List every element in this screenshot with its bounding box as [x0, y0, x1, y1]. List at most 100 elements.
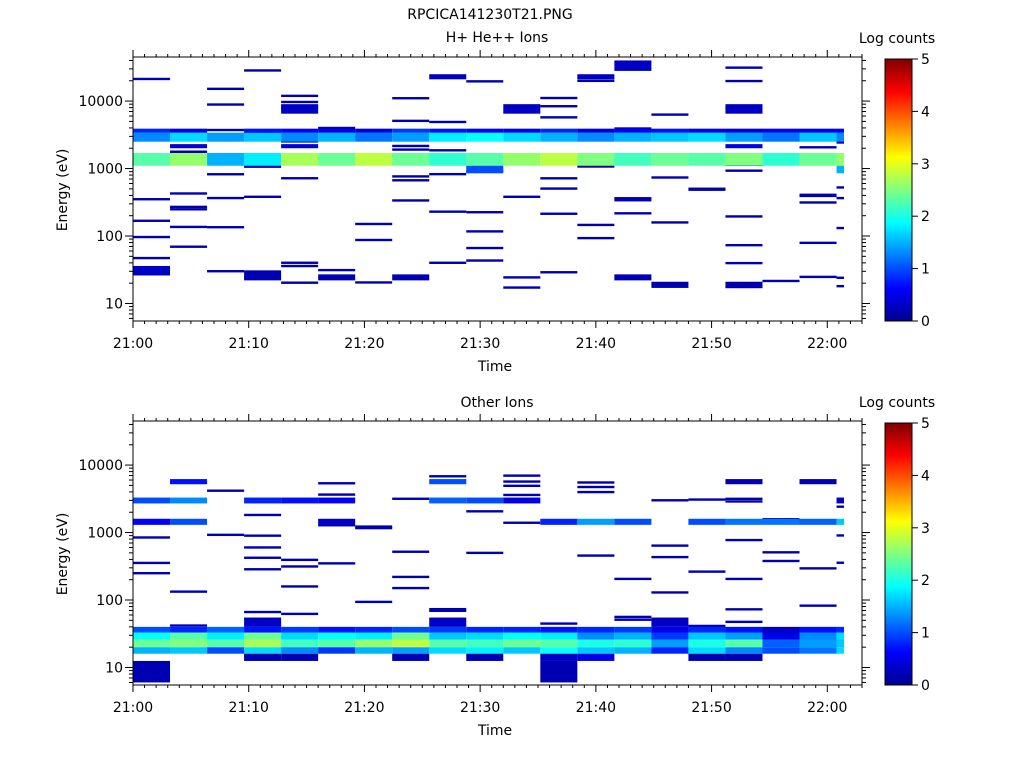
colorbar-tick-label: 1	[921, 626, 930, 642]
heatmap-cell	[281, 104, 319, 114]
y-tick-label: 10000	[78, 94, 123, 110]
streak-cell	[429, 172, 467, 176]
heatmap-cell	[355, 647, 393, 654]
streak-cell	[429, 607, 467, 611]
x-axis: 21:00 21:10 21:20 21:30 21:40 21:50 22:00	[113, 414, 863, 716]
heatmap-cell	[688, 653, 726, 661]
heatmap-cell	[392, 626, 430, 633]
y-axis-label: Energy (eV)	[55, 513, 71, 596]
heatmap-cell	[170, 144, 208, 149]
y-tick-label: 10000	[78, 458, 123, 474]
heatmap-cell	[281, 132, 319, 142]
heatmap-cell	[318, 152, 356, 166]
heatmap-cell	[725, 281, 763, 288]
heatmap-cell	[577, 128, 615, 133]
streak-cell	[281, 612, 319, 616]
heatmap-cell	[614, 632, 652, 640]
heatmap-cell	[836, 497, 844, 504]
heatmap-cell	[799, 632, 837, 640]
heatmap-cell	[688, 626, 726, 633]
heatmap-cell	[318, 274, 356, 281]
streak-cell	[170, 208, 208, 211]
heatmap-cell	[133, 647, 171, 654]
streak-cell	[133, 256, 171, 260]
panel-title: H+ He++ Ions	[446, 30, 549, 46]
heatmap-cell	[836, 639, 844, 648]
heatmap-cell	[281, 497, 319, 504]
heatmap-cell	[133, 632, 171, 640]
y-tick-label: 10	[105, 660, 123, 676]
heatmap-cell	[355, 132, 393, 142]
heatmap-cell	[836, 165, 844, 174]
streak-cell	[244, 610, 282, 614]
heatmap-cell	[170, 639, 208, 648]
heatmap-cell	[429, 647, 467, 654]
streak-cell	[836, 534, 844, 537]
streak-cell	[355, 281, 393, 284]
colorbar-tick-label: 5	[921, 52, 930, 68]
plot-frame	[132, 56, 863, 322]
y-tick-label: 100	[96, 593, 123, 609]
heatmap-cell	[688, 647, 726, 654]
streak-cell	[318, 126, 356, 130]
heatmap-cell	[244, 270, 282, 281]
streak-cell	[392, 497, 430, 500]
heatmap-cell	[540, 518, 578, 525]
x-tick-label: 21:40	[576, 336, 616, 352]
streak-cell	[281, 94, 319, 98]
heatmap-cell	[170, 479, 208, 485]
x-tick-label: 21:10	[229, 700, 269, 716]
heatmap-cell	[836, 626, 844, 633]
heatmap-cell	[281, 639, 319, 648]
heatmap-cell	[577, 74, 615, 80]
figure-title: RPCICA141230T21.PNG	[407, 7, 572, 23]
y-tick-label: 1000	[87, 162, 123, 178]
streak-cell	[503, 276, 541, 279]
streak-cell	[799, 201, 837, 204]
streak-cell	[503, 484, 541, 488]
heatmap-cell	[429, 74, 467, 80]
heatmap-cell	[318, 639, 356, 648]
heatmap-cell	[392, 639, 430, 648]
streak-cell	[392, 179, 430, 182]
heatmap-cell	[318, 497, 356, 504]
colorbar-label: Log counts	[859, 395, 935, 411]
streak-cell	[244, 534, 282, 537]
streak-cell	[725, 79, 763, 83]
streak-cell	[614, 127, 652, 130]
heatmap-cell	[281, 632, 319, 640]
heatmap-cell	[466, 647, 504, 654]
streak-cell	[540, 187, 578, 190]
heatmap-cell	[392, 132, 430, 142]
streak-cell	[355, 525, 393, 528]
streak-cell	[207, 103, 245, 106]
heatmap-cell	[688, 152, 726, 166]
streak-cell	[466, 80, 504, 83]
heatmap-cell	[170, 152, 208, 166]
heatmap-cell	[577, 132, 615, 142]
heatmap-cell	[170, 518, 208, 525]
heatmap-cell	[392, 653, 430, 661]
streak-cell	[762, 551, 800, 554]
heatmap-cell	[318, 132, 356, 142]
x-tick-label: 21:30	[460, 336, 500, 352]
heatmap-cell	[429, 132, 467, 142]
x-tick-label: 21:00	[113, 700, 153, 716]
x-tick-label: 21:10	[229, 336, 269, 352]
heatmap-cell	[836, 518, 844, 525]
streak-cell	[355, 526, 393, 530]
streak-cell	[170, 205, 208, 209]
streak-cell	[207, 87, 245, 91]
streak-cell	[614, 618, 652, 621]
streak-cell	[762, 559, 800, 563]
heatmap-cell	[466, 653, 504, 661]
colorbar-tick-label: 0	[921, 314, 930, 330]
streak-cell	[429, 261, 467, 264]
heatmap-cell	[355, 152, 393, 166]
heatmap-cell	[207, 152, 245, 166]
heatmap-cell	[577, 647, 615, 654]
streak-cell	[466, 246, 504, 250]
heatmap-cell	[244, 617, 282, 627]
streak-cell	[725, 500, 763, 503]
